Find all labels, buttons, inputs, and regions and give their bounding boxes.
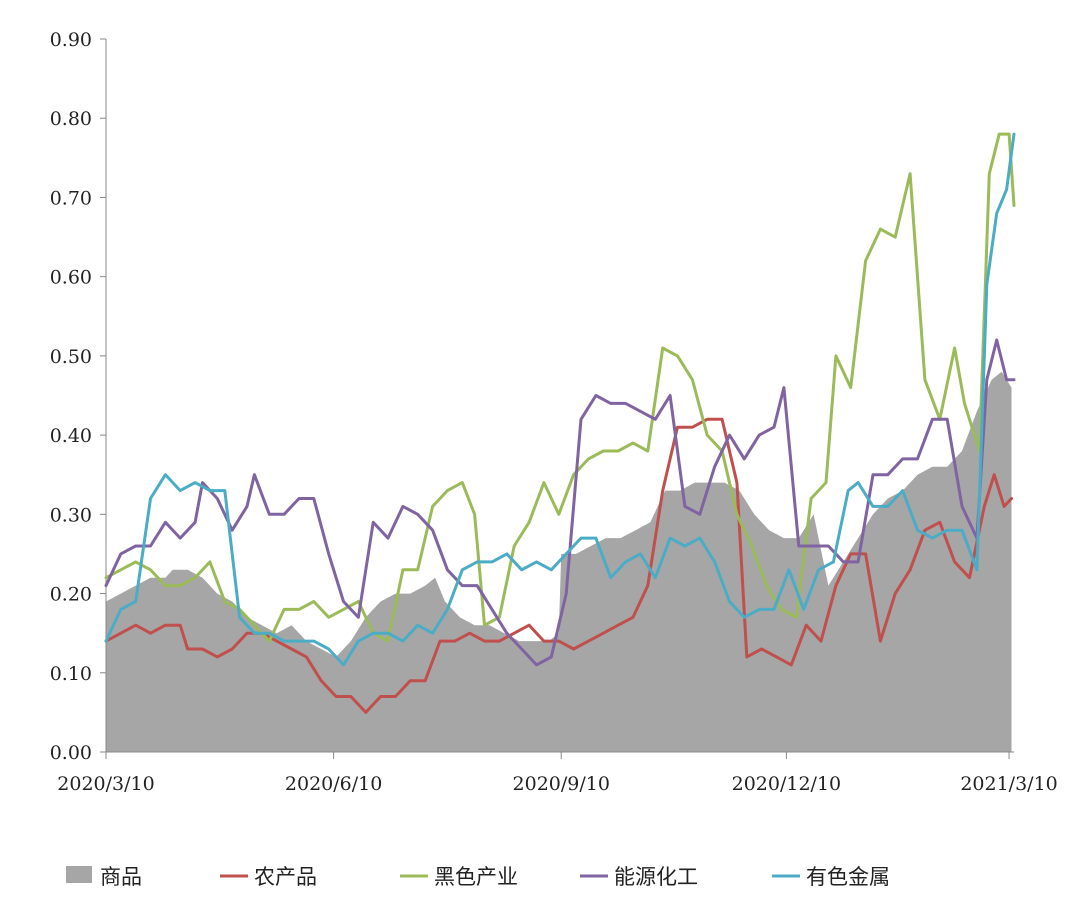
legend-swatch bbox=[66, 866, 92, 883]
legend-label: 农产品 bbox=[254, 865, 317, 889]
legend-item-series-3: 能源化工 bbox=[580, 865, 698, 889]
x-tick-label: 2020/6/10 bbox=[285, 773, 382, 795]
y-tick-label: 0.30 bbox=[50, 504, 92, 526]
legend-label: 能源化工 bbox=[614, 865, 698, 889]
line-series-4 bbox=[104, 132, 1016, 667]
axes bbox=[100, 38, 1014, 759]
legend-item-series-0: 商品 bbox=[66, 865, 142, 889]
legend-label: 商品 bbox=[100, 865, 142, 889]
x-tick-label: 2020/12/10 bbox=[732, 773, 842, 795]
y-tick-label: 0.40 bbox=[50, 425, 92, 447]
y-tick-label: 0.20 bbox=[50, 584, 92, 606]
line-series-3 bbox=[104, 338, 1016, 667]
x-tick-label: 2020/3/10 bbox=[57, 773, 154, 795]
y-tick-label: 0.80 bbox=[50, 108, 92, 130]
area-layer bbox=[106, 371, 1012, 752]
y-tick-label: 0.70 bbox=[50, 187, 92, 209]
y-tick-label: 0.90 bbox=[50, 29, 92, 51]
legend-item-series-4: 有色金属 bbox=[772, 865, 890, 889]
y-tick-label: 0.00 bbox=[50, 742, 92, 764]
series-lines bbox=[104, 132, 1016, 714]
x-tick-label: 2021/3/10 bbox=[960, 773, 1057, 795]
line-series-2 bbox=[104, 132, 1016, 643]
legend: 商品 农产品 黑色产业 能源化工 有色金属 bbox=[66, 865, 890, 889]
legend-label: 有色金属 bbox=[806, 865, 890, 889]
legend-label: 黑色产业 bbox=[434, 865, 518, 889]
legend-item-series-2: 黑色产业 bbox=[400, 865, 518, 889]
y-tick-label: 0.50 bbox=[50, 346, 92, 368]
legend-item-series-1: 农产品 bbox=[220, 865, 317, 889]
area-series-commodity bbox=[106, 371, 1012, 752]
tick-labels: 0.00 0.10 0.20 0.30 0.40 0.50 0.60 0.70 0.80 0.90… bbox=[50, 29, 1058, 795]
x-tick-label: 2020/9/10 bbox=[513, 773, 610, 795]
y-tick-label: 0.60 bbox=[50, 267, 92, 289]
y-tick-label: 0.10 bbox=[50, 663, 92, 685]
